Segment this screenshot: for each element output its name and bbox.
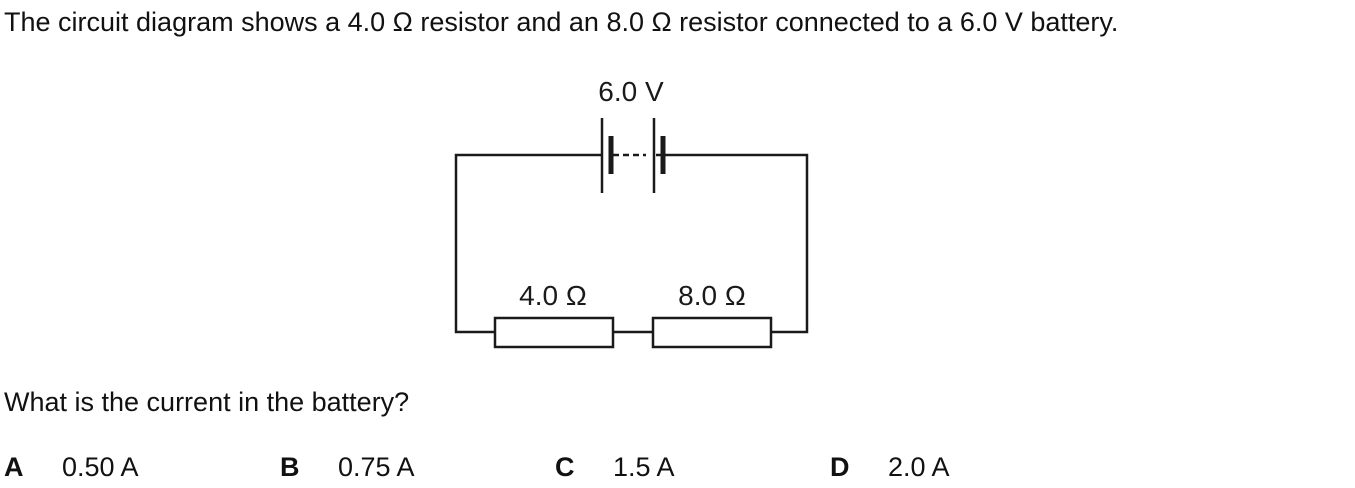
circuit-wire-top-right: [656, 153, 809, 334]
option-a[interactable]: A 0.50 A: [4, 450, 139, 484]
option-value: 1.5 A: [613, 452, 675, 482]
resistor-4-ohm: [493, 316, 615, 349]
option-d[interactable]: D 2.0 A: [830, 450, 950, 484]
question-intro: The circuit diagram shows a 4.0 Ω resist…: [4, 7, 1119, 37]
resistor-8-ohm: [651, 316, 773, 349]
option-value: 0.75 A: [338, 452, 415, 482]
question-prompt: What is the current in the battery?: [4, 387, 410, 417]
option-b[interactable]: B 0.75 A: [280, 450, 415, 484]
option-value: 2.0 A: [888, 452, 950, 482]
answer-options: A 0.50 A B 0.75 A C 1.5 A D 2.0 A: [0, 450, 1355, 486]
circuit-wire-top-left: [454, 153, 602, 334]
option-letter: C: [555, 452, 575, 482]
resistor-4-ohm-label: 4.0 Ω: [519, 280, 587, 311]
option-letter: D: [830, 452, 850, 482]
battery-symbol: [600, 118, 666, 193]
option-c[interactable]: C 1.5 A: [555, 450, 675, 484]
option-value: 0.50 A: [62, 452, 139, 482]
option-letter: A: [4, 452, 24, 482]
option-letter: B: [280, 452, 300, 482]
battery-voltage-label: 6.0 V: [598, 76, 664, 107]
resistor-8-ohm-label: 8.0 Ω: [678, 280, 746, 311]
